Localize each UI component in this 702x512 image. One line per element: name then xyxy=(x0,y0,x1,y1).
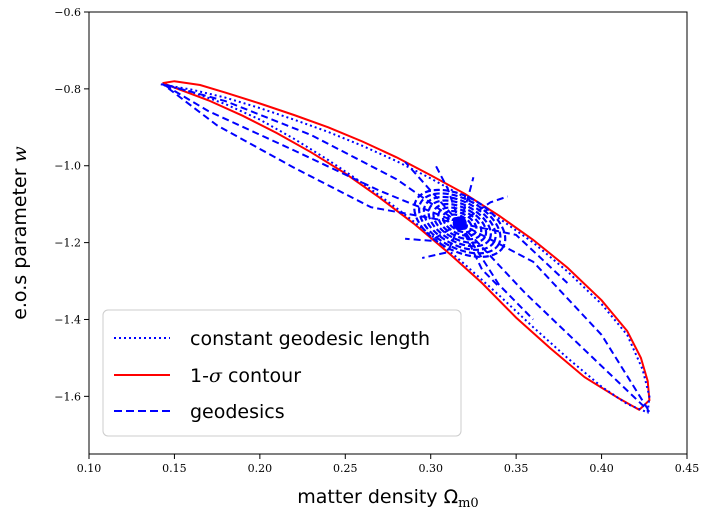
geodesic-line xyxy=(161,83,460,225)
center-point xyxy=(452,216,467,231)
x-tick-label: 0.30 xyxy=(418,462,443,475)
legend-label-geodesics: geodesics xyxy=(190,401,285,423)
geodesic-ring xyxy=(417,192,502,255)
geodesic-line xyxy=(161,83,461,225)
plot-area xyxy=(160,80,651,414)
legend-label-constant-geodesic-length: constant geodesic length xyxy=(190,328,430,350)
geodesic-line xyxy=(162,82,461,225)
x-tick-label: 0.15 xyxy=(162,462,187,475)
y-tick-label: −1.6 xyxy=(54,390,81,403)
x-tick-label: 0.40 xyxy=(589,462,614,475)
y-tick-label: −1.0 xyxy=(54,160,81,173)
x-axis-label: matter density Ωm0 xyxy=(297,486,478,511)
geodesic-ring xyxy=(413,188,507,258)
y-tick-label: −1.2 xyxy=(54,237,81,250)
sigma-contour-line xyxy=(162,80,651,412)
x-axis: 0.10 0.15 0.20 0.25 0.30 0.35 0.40 0.45 xyxy=(77,454,700,475)
geodesic-ring xyxy=(422,195,497,251)
legend: constant geodesic length 1-σ contour geo… xyxy=(102,309,462,437)
geodesic-ring xyxy=(446,213,473,234)
geodesic-line xyxy=(459,222,569,284)
y-tick-label: −0.6 xyxy=(54,6,81,19)
geodesic-ring xyxy=(441,209,478,237)
geodesic-ring xyxy=(427,199,492,248)
geodesic-line xyxy=(404,161,461,225)
y-tick-label: −1.4 xyxy=(54,313,81,326)
y-axis: −0.6 −0.8 −1.0 −1.2 −1.4 −1.6 xyxy=(54,6,89,403)
legend-label-1-sigma-contour: 1-σ contour xyxy=(190,365,301,387)
geodesic-line xyxy=(458,222,534,321)
legend-box xyxy=(102,309,462,437)
geodesic-line xyxy=(459,195,508,225)
plot-frame xyxy=(88,11,688,455)
geodesic-ring xyxy=(432,202,488,244)
constant-geodesic-length-line xyxy=(160,83,651,414)
x-tick-label: 0.35 xyxy=(504,462,529,475)
y-tick-label: −0.8 xyxy=(54,83,81,96)
y-axis-label: e.o.s parameter w xyxy=(9,146,31,320)
geodesic-line xyxy=(421,223,461,259)
geodesic-line xyxy=(459,222,651,413)
geodesic-line xyxy=(459,222,651,413)
x-tick-label: 0.10 xyxy=(77,462,102,475)
geodesic-line xyxy=(458,177,475,224)
x-tick-label: 0.20 xyxy=(248,462,273,475)
x-tick-label: 0.45 xyxy=(675,462,700,475)
x-tick-label: 0.25 xyxy=(333,462,358,475)
